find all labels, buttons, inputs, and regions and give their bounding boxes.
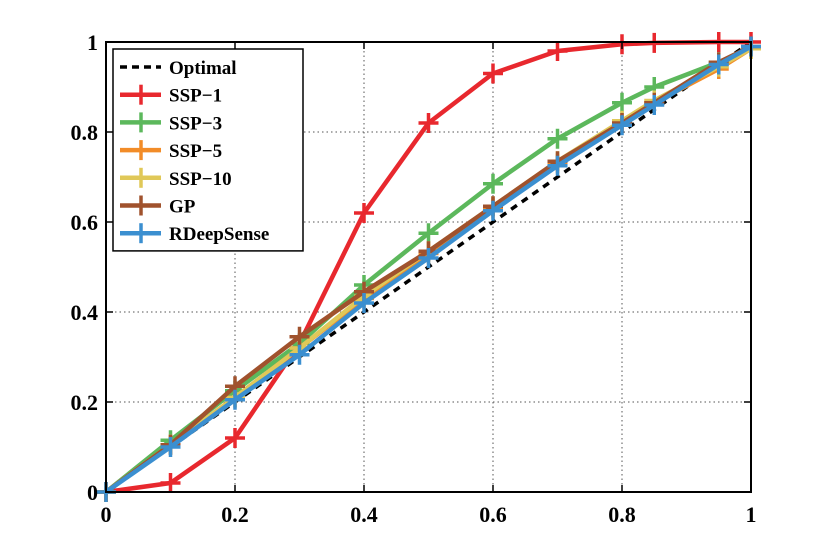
legend-label: SSP−3 xyxy=(169,113,222,134)
y-tick-label: 0.2 xyxy=(71,390,99,415)
plot-frame xyxy=(105,41,752,493)
legend-entry: SSP−10 xyxy=(120,167,232,190)
legend-label: SSP−5 xyxy=(169,141,222,162)
legend: Optimal SSP−1 SSP−3 SSP−5 SSP−10 GP RDeepSense xyxy=(112,48,304,252)
series-ssp-1-point xyxy=(547,41,568,61)
series-ssp-1-point xyxy=(354,203,374,223)
x-tick-label: 0 xyxy=(101,502,112,527)
series-ssp-3-point xyxy=(418,223,439,244)
series-ssp-1-point xyxy=(418,113,439,133)
legend-entry: RDeepSense xyxy=(120,223,269,245)
x-tick-label: 0.2 xyxy=(221,502,249,527)
series-rdeepsense-point xyxy=(708,54,729,75)
x-tick-label: 0.6 xyxy=(479,502,507,527)
legend-entry: GP xyxy=(120,195,196,218)
legend-marker xyxy=(131,84,151,105)
legend-label: SSP−10 xyxy=(169,169,232,190)
legend-entry: SSP−1 xyxy=(120,84,222,107)
series-rdeepsense-point xyxy=(612,115,632,136)
y-tick-label: 0.8 xyxy=(71,120,99,145)
legend-marker xyxy=(131,195,151,216)
series-rdeepsense xyxy=(96,36,761,502)
series-ssp-1-point xyxy=(483,63,503,84)
series-rdeepsense-point xyxy=(547,155,568,176)
tick-marks xyxy=(105,41,752,493)
series-ssp-3-point xyxy=(483,173,503,194)
grid-lines xyxy=(106,42,751,492)
legend-entry: Optimal xyxy=(120,58,237,79)
series-gp-point xyxy=(289,326,310,347)
y-tick-label: 0 xyxy=(87,480,98,505)
series-rdeepsense-line xyxy=(104,44,753,494)
series-ssp-1-point xyxy=(225,428,245,448)
series-rdeepsense-point xyxy=(289,344,310,365)
legend-label: SSP−1 xyxy=(169,86,222,107)
y-tick-labels: 0 0.2 0.4 0.6 0.8 1 xyxy=(71,30,99,505)
legend-marker xyxy=(131,167,151,188)
legend-marker xyxy=(131,140,151,161)
series-rdeepsense-point xyxy=(354,293,374,313)
legend-marker xyxy=(131,112,151,133)
legend-entry: SSP−5 xyxy=(120,140,222,162)
series-rdeepsense-point xyxy=(644,95,665,115)
legend-entry: SSP−3 xyxy=(120,112,222,134)
series-rdeepsense-point xyxy=(418,248,439,268)
y-tick-label: 0.4 xyxy=(71,300,99,325)
series-ssp-3-point xyxy=(547,128,568,149)
series-rdeepsense-point xyxy=(160,437,181,457)
x-tick-labels: 0 0.2 0.4 0.6 0.8 1 xyxy=(101,502,757,527)
series-rdeepsense-point xyxy=(225,389,245,410)
legend-label: RDeepSense xyxy=(169,224,269,245)
y-tick-label: 1 xyxy=(87,30,98,55)
legend-label: Optimal xyxy=(169,58,237,79)
legend-label: GP xyxy=(169,197,196,218)
x-tick-label: 0.4 xyxy=(350,502,378,527)
series-ssp-1-point xyxy=(160,473,181,493)
y-tick-label: 0.6 xyxy=(71,210,99,235)
x-tick-label: 0.8 xyxy=(608,502,636,527)
x-tick-label: 1 xyxy=(746,502,757,527)
series-rdeepsense-point xyxy=(483,200,503,221)
series-ssp-3-point xyxy=(612,92,632,113)
legend-marker xyxy=(131,223,151,244)
